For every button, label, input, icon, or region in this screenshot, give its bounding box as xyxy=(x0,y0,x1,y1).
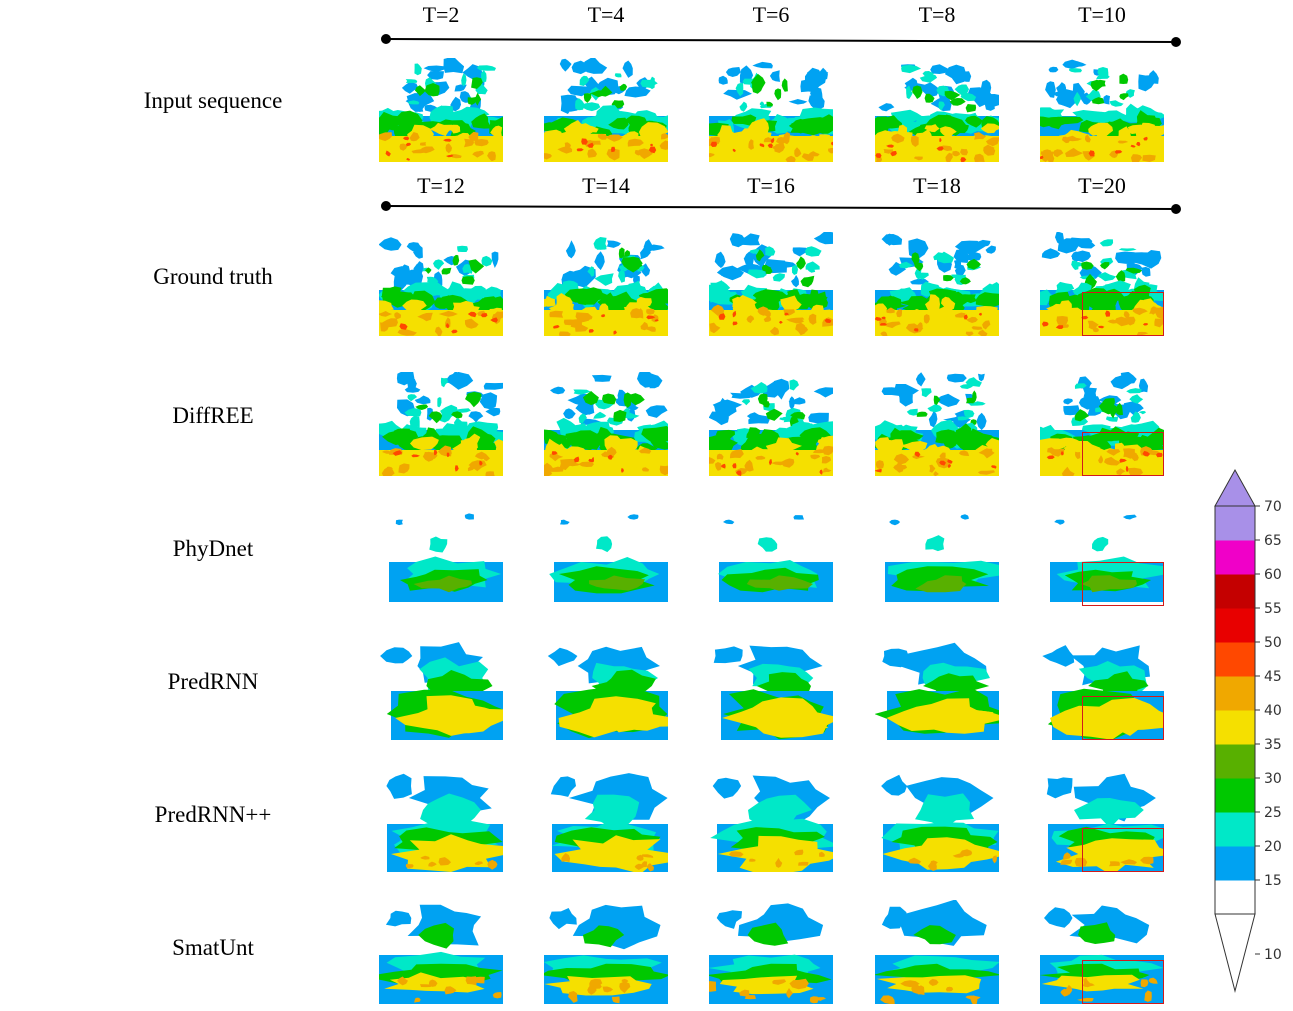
radar-panel-r2-c3 xyxy=(875,372,999,476)
output-time-label-2: T=16 xyxy=(747,173,795,198)
radar-panel-r6-c3 xyxy=(875,900,999,1004)
input-time-label-4: T=10 xyxy=(1078,2,1126,27)
radar-panel-r2-c2 xyxy=(709,372,833,476)
colorbar-segment-55 xyxy=(1215,574,1255,609)
radar-panel-r5-c3 xyxy=(875,768,999,872)
colorbar-tick-10: 10 xyxy=(1264,947,1282,963)
highlight-box-row5 xyxy=(1082,828,1164,872)
colorbar-tick-65: 65 xyxy=(1264,533,1282,549)
output-time-label-0: T=12 xyxy=(417,173,465,198)
radar-panel-r2-c0 xyxy=(379,372,503,476)
input-time-label-1: T=4 xyxy=(587,2,625,27)
colorbar-tick-60: 60 xyxy=(1264,567,1282,583)
input-time-label-3: T=8 xyxy=(918,2,956,27)
output-timeline-arrow xyxy=(381,201,1181,214)
input-time-label-2: T=6 xyxy=(752,2,790,27)
colorbar-tick-35: 35 xyxy=(1264,737,1282,753)
row-label-input-sequence: Input sequence xyxy=(143,88,283,113)
output-time-label-1: T=14 xyxy=(582,173,630,198)
output-time-label-3: T=18 xyxy=(913,173,961,198)
row-label-smatunt: SmatUnt xyxy=(172,935,254,960)
colorbar-segment-30 xyxy=(1215,744,1255,779)
colorbar-tick-70: 70 xyxy=(1264,499,1282,515)
radar-panel-r4-c0 xyxy=(379,636,503,740)
radar-panel-r4-c2 xyxy=(709,636,833,740)
radar-panel-r1-c2 xyxy=(709,232,833,336)
colorbar-segment-35 xyxy=(1215,710,1255,745)
row-label-phydnet: PhyDnet xyxy=(172,536,254,561)
radar-panel-r3-c1 xyxy=(544,502,668,606)
radar-panel-r3-c4 xyxy=(1040,502,1164,606)
colorbar-top-extend xyxy=(1214,468,1256,507)
colorbar-segment-45 xyxy=(1215,642,1255,677)
input-time-label-0: T=2 xyxy=(422,2,460,27)
highlight-box-row3 xyxy=(1082,562,1164,606)
radar-panel-r6-c2 xyxy=(709,900,833,1004)
colorbar-segment-40 xyxy=(1215,676,1255,711)
output-time-label-4: T=20 xyxy=(1078,173,1126,198)
radar-panel-r2-c1 xyxy=(544,372,668,476)
colorbar-bottom-extend xyxy=(1214,913,1256,993)
radar-panel-r4-c4 xyxy=(1040,636,1164,740)
colorbar-tick-40: 40 xyxy=(1264,703,1282,719)
highlight-box-row6 xyxy=(1082,960,1164,1004)
radar-panel-r0-c2 xyxy=(709,58,833,162)
row-label-ground-truth: Ground truth xyxy=(153,264,273,289)
highlight-box-row1 xyxy=(1082,292,1164,336)
radar-panel-r1-c0 xyxy=(379,232,503,336)
radar-panel-r1-c3 xyxy=(875,232,999,336)
colorbar-segment-60 xyxy=(1215,540,1255,575)
radar-panel-r0-c4 xyxy=(1040,58,1164,162)
colorbar-tick-30: 30 xyxy=(1264,771,1282,787)
colorbar-segment-15 xyxy=(1215,846,1255,881)
colorbar-tick-20: 20 xyxy=(1264,839,1282,855)
radar-panel-r3-c0 xyxy=(379,502,503,606)
radar-panel-r4-c1 xyxy=(544,636,668,740)
highlight-box-row4 xyxy=(1082,696,1164,740)
colorbar-tick-55: 55 xyxy=(1264,601,1282,617)
radar-panel-r2-c4 xyxy=(1040,372,1164,476)
radar-panel-r0-c1 xyxy=(544,58,668,162)
row-label-predrnnpp: PredRNN++ xyxy=(154,802,272,827)
colorbar-tick-25: 25 xyxy=(1264,805,1282,821)
colorbar-tick-15: 15 xyxy=(1264,873,1282,889)
row-label-diffree: DiffREE xyxy=(172,403,254,428)
radar-panel-r3-c2 xyxy=(709,502,833,606)
colorbar-segment-10 xyxy=(1215,880,1255,915)
row-label-predrnn: PredRNN xyxy=(167,669,259,694)
radar-panel-r6-c0 xyxy=(379,900,503,1004)
radar-panel-r1-c4 xyxy=(1040,232,1164,336)
radar-panel-r0-c0 xyxy=(379,58,503,162)
reflectivity-colorbar: 10 15 20 25 30 35 40 45 50 55 60 65 70 xyxy=(1214,468,1282,993)
radar-panel-r5-c1 xyxy=(544,768,668,872)
colorbar-segment-20 xyxy=(1215,812,1255,847)
input-timeline-arrow xyxy=(381,34,1181,47)
radar-panel-r4-c3 xyxy=(875,636,999,740)
colorbar-segment-65 xyxy=(1215,506,1255,541)
colorbar-tick-50: 50 xyxy=(1264,635,1282,651)
colorbar-segment-50 xyxy=(1215,608,1255,643)
radar-panel-r5-c2 xyxy=(709,768,833,872)
highlight-box-row2 xyxy=(1082,432,1164,476)
colorbar-tick-45: 45 xyxy=(1264,669,1282,685)
radar-panel-r3-c3 xyxy=(875,502,999,606)
radar-panel-r5-c0 xyxy=(379,768,503,872)
colorbar-segment-25 xyxy=(1215,778,1255,813)
radar-panel-r0-c3 xyxy=(875,58,999,162)
radar-panel-r6-c1 xyxy=(544,900,668,1004)
radar-panel-r6-c4 xyxy=(1040,900,1164,1004)
radar-panel-r1-c1 xyxy=(544,232,668,336)
